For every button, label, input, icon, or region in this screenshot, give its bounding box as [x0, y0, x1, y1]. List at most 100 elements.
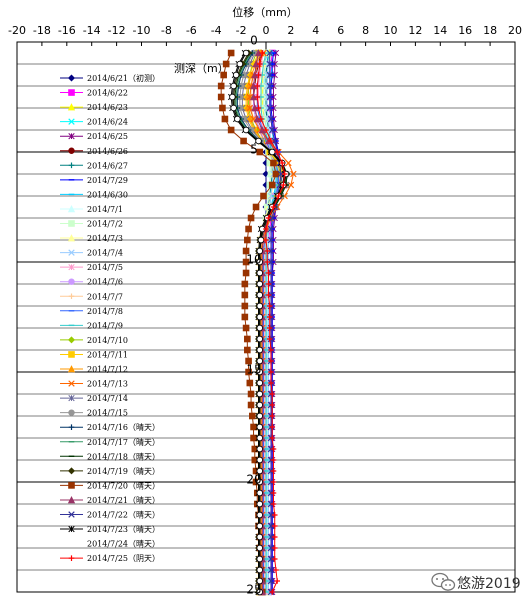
data-point	[256, 280, 263, 288]
chart-title: 位移（mm）	[232, 5, 297, 19]
legend-item: 2014/7/15	[60, 409, 128, 418]
data-point	[265, 270, 272, 276]
data-point	[256, 247, 263, 255]
y-tick-label: 25	[246, 583, 261, 597]
data-point	[68, 380, 75, 387]
data-point	[266, 104, 273, 112]
x-tick-label: 10	[384, 24, 398, 37]
legend-item: 2014/7/29	[60, 176, 128, 185]
data-point	[264, 248, 271, 254]
data-point	[245, 357, 252, 365]
data-point	[263, 237, 269, 243]
legend-item: 2014/7/24（晴天）	[60, 539, 160, 549]
legend-label: 2014/7/24（晴天）	[87, 539, 160, 549]
data-point	[267, 544, 275, 552]
data-point	[230, 104, 237, 112]
x-axis-ticks: -20 -18 -16 -14 -12 -10 -8 -6 -4 -2 0 2 4 6 8 10 12 14 16 1…	[8, 24, 522, 46]
data-point	[256, 555, 263, 563]
data-point	[256, 335, 263, 343]
data-point	[264, 259, 271, 265]
legend-item: 2014/7/1	[60, 205, 123, 214]
x-tick-label: 8	[362, 24, 369, 37]
legend-label: 2014/6/23	[87, 103, 128, 112]
data-point	[275, 193, 282, 199]
data-point	[221, 115, 229, 123]
legend-label: 2014/7/18（晴天）	[87, 451, 160, 461]
data-point	[242, 258, 250, 266]
data-point	[267, 225, 275, 233]
x-tick-label: -8	[161, 24, 172, 37]
legend-label: 2014/7/5	[87, 263, 123, 272]
data-point	[227, 126, 235, 134]
data-point	[270, 159, 277, 167]
legend-item: 2014/7/14	[60, 394, 128, 403]
data-point	[266, 314, 273, 320]
x-tick-label: 4	[312, 24, 319, 37]
legend-item: 2014/7/2	[60, 220, 123, 229]
data-point	[267, 247, 275, 255]
data-point	[272, 170, 280, 178]
data-point	[68, 89, 75, 96]
data-point	[67, 496, 76, 504]
data-point	[67, 467, 76, 475]
data-point	[256, 346, 263, 354]
legend-item: 2014/7/20（晴天）	[60, 480, 160, 490]
y-axis-label: 测深（m）	[174, 62, 229, 75]
data-point	[68, 511, 75, 518]
data-point	[270, 501, 277, 507]
data-point	[68, 525, 75, 533]
data-point	[271, 534, 278, 540]
data-point	[220, 71, 227, 79]
data-point	[67, 336, 76, 344]
data-point	[285, 159, 292, 167]
data-point	[290, 170, 297, 178]
data-point	[245, 225, 252, 233]
legend-label: 2014/7/14	[87, 394, 128, 403]
data-point	[269, 413, 276, 419]
data-point	[256, 478, 263, 486]
data-point	[68, 133, 75, 140]
data-point	[232, 71, 240, 79]
data-point	[270, 468, 277, 474]
data-point	[269, 424, 276, 430]
data-point	[256, 401, 263, 409]
data-point	[271, 523, 278, 529]
x-tick-label: -14	[83, 24, 101, 37]
data-point	[67, 234, 76, 242]
data-point	[242, 247, 250, 255]
data-point	[234, 115, 241, 123]
data-point	[256, 467, 263, 475]
data-point	[67, 74, 76, 82]
data-point	[260, 192, 267, 200]
data-point	[256, 456, 263, 464]
data-point	[256, 324, 263, 332]
data-point	[68, 278, 75, 285]
data-point	[271, 512, 278, 518]
data-point	[242, 324, 250, 332]
data-point	[268, 358, 274, 364]
data-point	[256, 390, 263, 398]
data-point	[242, 49, 250, 57]
x-tick-label: -10	[133, 24, 151, 37]
data-point	[68, 118, 75, 125]
data-point	[249, 412, 256, 420]
data-point	[281, 171, 288, 177]
data-point	[240, 137, 247, 145]
data-point	[264, 71, 271, 79]
legend: 2014/6/21（初测） 2014/6/22 2014/6/23 2014/6/24…	[60, 73, 160, 563]
legend-label: 2014/6/22	[87, 89, 128, 98]
data-point	[266, 49, 273, 57]
x-tick-label: 14	[433, 24, 447, 37]
legend-item: 2014/7/8	[60, 307, 123, 316]
legend-item: 2014/6/24	[60, 118, 128, 127]
data-point	[67, 103, 76, 111]
legend-label: 2014/7/25（阴天）	[87, 554, 160, 563]
legend-label: 2014/7/13	[87, 380, 128, 389]
data-point	[246, 379, 254, 387]
data-point	[268, 181, 276, 189]
legend-item: 2014/7/11	[60, 350, 128, 359]
legend-label: 2014/7/7	[87, 292, 123, 301]
data-point	[256, 148, 264, 156]
data-point	[269, 148, 276, 156]
y-tick-label: 0	[250, 34, 258, 48]
